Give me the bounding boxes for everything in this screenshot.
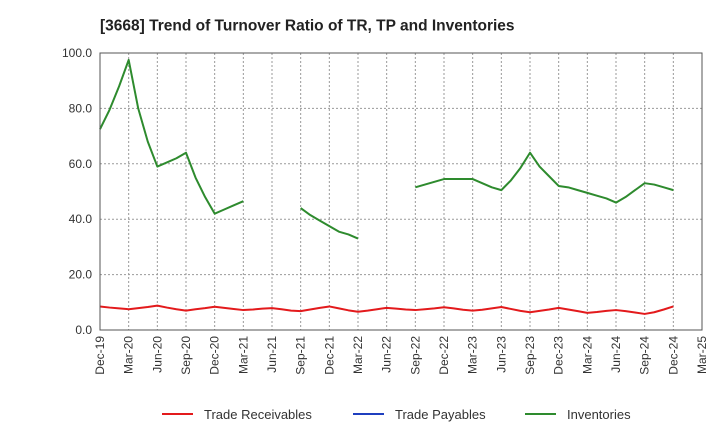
x-tick-label: Mar-22: [351, 336, 365, 374]
x-tick-label: Dec-23: [552, 336, 566, 375]
x-tick-label: Sep-20: [179, 336, 193, 375]
y-tick-label: 0.0: [75, 323, 92, 337]
plot-area-frame: [99, 52, 703, 331]
x-tick-label: Dec-20: [208, 336, 222, 375]
y-tick-label: 60.0: [69, 157, 93, 171]
legend: Trade Receivables Trade Payables Inventori…: [162, 407, 631, 422]
x-tick-label: Dec-19: [93, 336, 107, 375]
x-tick-label: Mar-24: [580, 336, 594, 374]
legend-label-inventories: Inventories: [567, 407, 631, 422]
legend-label-trade-payables: Trade Payables: [395, 407, 486, 422]
x-tick-label: Dec-21: [322, 336, 336, 375]
x-tick-label: Sep-21: [294, 336, 308, 375]
x-tick-label: Jun-23: [494, 336, 508, 373]
x-tick-label: Mar-25: [695, 336, 709, 374]
inventories-line: [99, 58, 244, 215]
grid-lines: [100, 53, 702, 330]
x-tick-label: Mar-21: [236, 336, 250, 374]
x-axis-ticks: Dec-19 Mar-20 Jun-20 Sep-20 Dec-20 Mar-21 Jun-…: [93, 336, 709, 375]
x-tick-label: Sep-23: [523, 336, 537, 375]
y-tick-label: 40.0: [69, 212, 93, 226]
legend-label-trade-receivables: Trade Receivables: [204, 407, 312, 422]
inventories-line: [415, 151, 674, 204]
y-tick-label: 80.0: [69, 101, 93, 115]
x-tick-label: Jun-21: [265, 336, 279, 373]
x-tick-label: Sep-22: [408, 336, 422, 375]
x-tick-label: Jun-20: [150, 336, 164, 373]
x-tick-label: Dec-24: [666, 336, 680, 375]
series-lines: [99, 58, 674, 315]
x-tick-label: Mar-23: [466, 336, 480, 374]
y-tick-label: 20.0: [69, 268, 93, 282]
chart-title: [3668] Trend of Turnover Ratio of TR, TP…: [100, 18, 515, 35]
x-tick-label: Sep-24: [638, 336, 652, 375]
trade-receivables-line: [99, 304, 674, 315]
x-tick-label: Mar-20: [122, 336, 136, 374]
y-axis-ticks: 0.0 20.0 40.0 60.0 80.0 100.0: [62, 46, 92, 337]
inventories-line: [300, 207, 359, 240]
x-tick-label: Jun-24: [609, 336, 623, 373]
x-tick-label: Jun-22: [380, 336, 394, 373]
x-tick-label: Dec-22: [437, 336, 451, 375]
y-tick-label: 100.0: [62, 46, 92, 60]
